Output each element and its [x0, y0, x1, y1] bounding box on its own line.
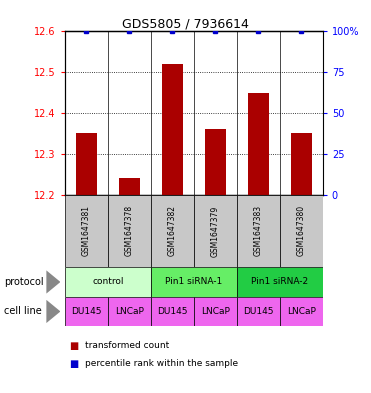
- Bar: [119, 178, 140, 195]
- Polygon shape: [46, 270, 60, 294]
- Bar: [65, 195, 108, 267]
- Bar: [151, 267, 237, 297]
- Bar: [65, 297, 108, 326]
- Bar: [280, 195, 323, 267]
- Text: GSM1647383: GSM1647383: [254, 205, 263, 257]
- Text: LNCaP: LNCaP: [287, 307, 316, 316]
- Text: DU145: DU145: [157, 307, 188, 316]
- Text: LNCaP: LNCaP: [115, 307, 144, 316]
- Bar: [247, 93, 269, 195]
- Text: protocol: protocol: [4, 277, 43, 287]
- Bar: [108, 297, 151, 326]
- Text: GSM1647378: GSM1647378: [125, 205, 134, 257]
- Bar: [237, 267, 323, 297]
- Bar: [151, 297, 194, 326]
- Bar: [280, 297, 323, 326]
- Text: GSM1647379: GSM1647379: [211, 205, 220, 257]
- Text: GSM1647381: GSM1647381: [82, 206, 91, 256]
- Bar: [194, 195, 237, 267]
- Bar: [194, 297, 237, 326]
- Bar: [65, 267, 151, 297]
- Bar: [108, 195, 151, 267]
- Text: percentile rank within the sample: percentile rank within the sample: [85, 359, 239, 368]
- Bar: [76, 133, 97, 195]
- Text: DU145: DU145: [71, 307, 102, 316]
- Bar: [237, 297, 280, 326]
- Text: cell line: cell line: [4, 307, 42, 316]
- Text: GSM1647382: GSM1647382: [168, 206, 177, 256]
- Text: control: control: [92, 277, 124, 286]
- Bar: [237, 195, 280, 267]
- Text: LNCaP: LNCaP: [201, 307, 230, 316]
- Bar: [151, 195, 194, 267]
- Text: GSM1647380: GSM1647380: [297, 205, 306, 257]
- Text: ■: ■: [69, 341, 78, 351]
- Text: Pin1 siRNA-2: Pin1 siRNA-2: [251, 277, 308, 286]
- Text: ■: ■: [69, 358, 78, 369]
- Text: Pin1 siRNA-1: Pin1 siRNA-1: [165, 277, 223, 286]
- Polygon shape: [46, 300, 60, 323]
- Text: DU145: DU145: [243, 307, 273, 316]
- Bar: [204, 129, 226, 195]
- Bar: [162, 64, 183, 195]
- Text: GDS5805 / 7936614: GDS5805 / 7936614: [122, 18, 249, 31]
- Text: transformed count: transformed count: [85, 342, 170, 350]
- Bar: [290, 133, 312, 195]
